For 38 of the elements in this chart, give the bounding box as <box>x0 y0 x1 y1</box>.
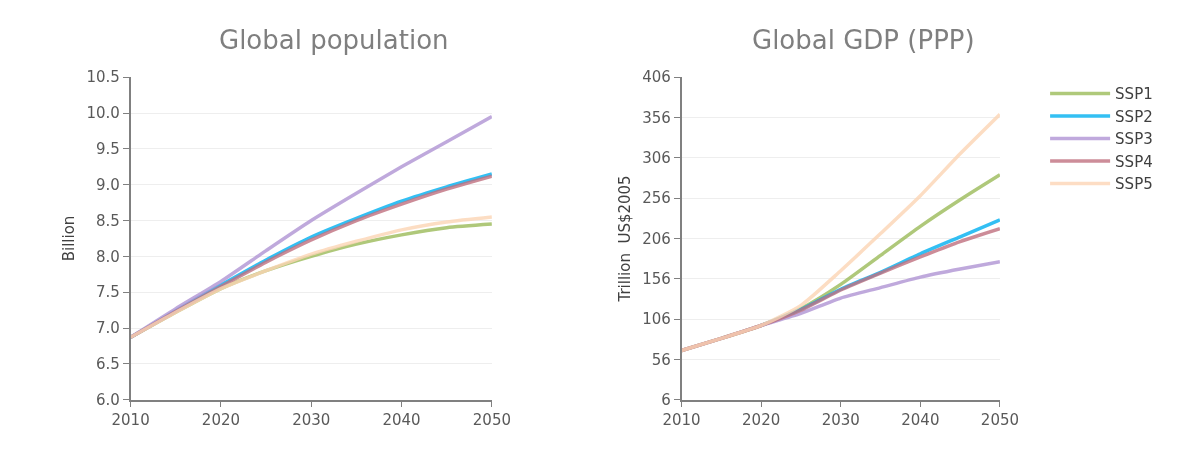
y-tick-label: 56 <box>651 350 671 369</box>
y-axis-title: Billion <box>60 215 79 262</box>
y-tick-label: 406 <box>642 68 671 87</box>
x-tick-label: 2030 <box>292 411 331 430</box>
legend-label: SSP2 <box>1115 107 1153 126</box>
x-tick-label: 2050 <box>472 411 511 430</box>
legend-label: SSP4 <box>1115 152 1153 171</box>
y-tick-label: 306 <box>642 149 671 168</box>
legend-label: SSP3 <box>1115 130 1153 149</box>
y-tick-label: 256 <box>642 189 671 208</box>
chart-title: Global population <box>219 25 449 55</box>
legend-label: SSP5 <box>1115 175 1153 194</box>
x-tick-label: 2050 <box>980 411 1020 430</box>
x-tick-label: 2010 <box>111 411 150 430</box>
y-tick-label: 9.5 <box>96 140 120 159</box>
legend-label: SSP1 <box>1115 85 1153 104</box>
x-tick-label: 2020 <box>201 411 241 430</box>
y-tick-label: 206 <box>642 229 671 248</box>
y-tick-label: 6.5 <box>96 355 120 374</box>
y-tick-label: 9.0 <box>96 175 120 194</box>
y-tick-label: 356 <box>642 108 671 127</box>
x-tick-label: 2010 <box>662 411 701 430</box>
chart-title: Global GDP (PPP) <box>752 25 975 55</box>
x-tick-label: 2030 <box>821 411 860 430</box>
y-tick-label: 7.0 <box>96 319 120 338</box>
y-tick-label: 8.0 <box>96 247 120 266</box>
y-tick-label: 10.5 <box>86 68 120 87</box>
y-tick-label: 106 <box>642 310 671 329</box>
y-tick-label: 6.0 <box>96 390 120 409</box>
y-tick-label: 10.0 <box>86 104 120 123</box>
x-tick-label: 2020 <box>742 411 781 430</box>
y-tick-label: 7.5 <box>96 283 120 302</box>
y-axis-title: Trillion US$2005 <box>615 175 634 303</box>
x-tick-label: 2040 <box>901 411 940 430</box>
y-tick-label: 156 <box>642 269 671 288</box>
y-tick-label: 6 <box>661 390 671 409</box>
y-tick-label: 8.5 <box>96 211 120 230</box>
x-tick-label: 2040 <box>382 411 421 430</box>
